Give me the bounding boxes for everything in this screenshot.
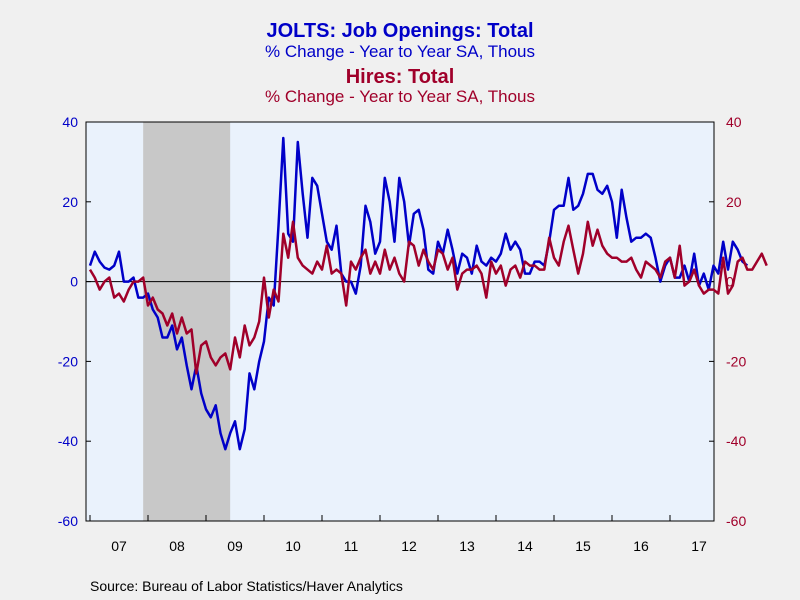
y-left-tick-label: -40 bbox=[58, 433, 78, 449]
plot-frame bbox=[85, 121, 715, 522]
y-left-tick-label: 40 bbox=[62, 114, 78, 130]
job-openings-subtitle: % Change - Year to Year SA, Thous bbox=[265, 42, 535, 61]
y-left-tick-label: -60 bbox=[58, 513, 78, 529]
recession-band bbox=[143, 122, 231, 521]
hires-line bbox=[88, 220, 768, 375]
y-right-tick-label: 20 bbox=[726, 194, 742, 210]
x-tick-label: 12 bbox=[401, 538, 417, 554]
y-right-tick-label: 40 bbox=[726, 114, 742, 130]
x-tick-label: 14 bbox=[517, 538, 533, 554]
y-right-tick-label: -40 bbox=[726, 433, 746, 449]
x-tick-label: 13 bbox=[459, 538, 475, 554]
y-right-tick-label: -20 bbox=[726, 353, 746, 369]
x-tick-label: 07 bbox=[111, 538, 127, 554]
y-left-tick-label: 20 bbox=[62, 194, 78, 210]
x-tick-label: 10 bbox=[285, 538, 301, 554]
hires-subtitle: % Change - Year to Year SA, Thous bbox=[265, 87, 535, 106]
x-tick-label: 09 bbox=[227, 538, 243, 554]
x-tick-label: 08 bbox=[169, 538, 185, 554]
x-tick-label: 15 bbox=[575, 538, 591, 554]
x-tick-label: 11 bbox=[344, 538, 359, 554]
hires-title: Hires: Total bbox=[345, 66, 455, 88]
y-left-tick-label: 0 bbox=[70, 274, 78, 290]
x-tick-label: 17 bbox=[691, 538, 707, 554]
y-right-tick-label: -60 bbox=[726, 513, 746, 529]
y-right-tick-label: 0 bbox=[726, 274, 734, 290]
x-tick-label: 16 bbox=[633, 538, 649, 554]
y-left-tick-label: -20 bbox=[58, 353, 78, 369]
source-note: Source: Bureau of Labor Statistics/Haver… bbox=[90, 578, 403, 594]
job-openings-title: JOLTS: Job Openings: Total bbox=[266, 20, 534, 42]
job-openings-line bbox=[88, 136, 749, 451]
